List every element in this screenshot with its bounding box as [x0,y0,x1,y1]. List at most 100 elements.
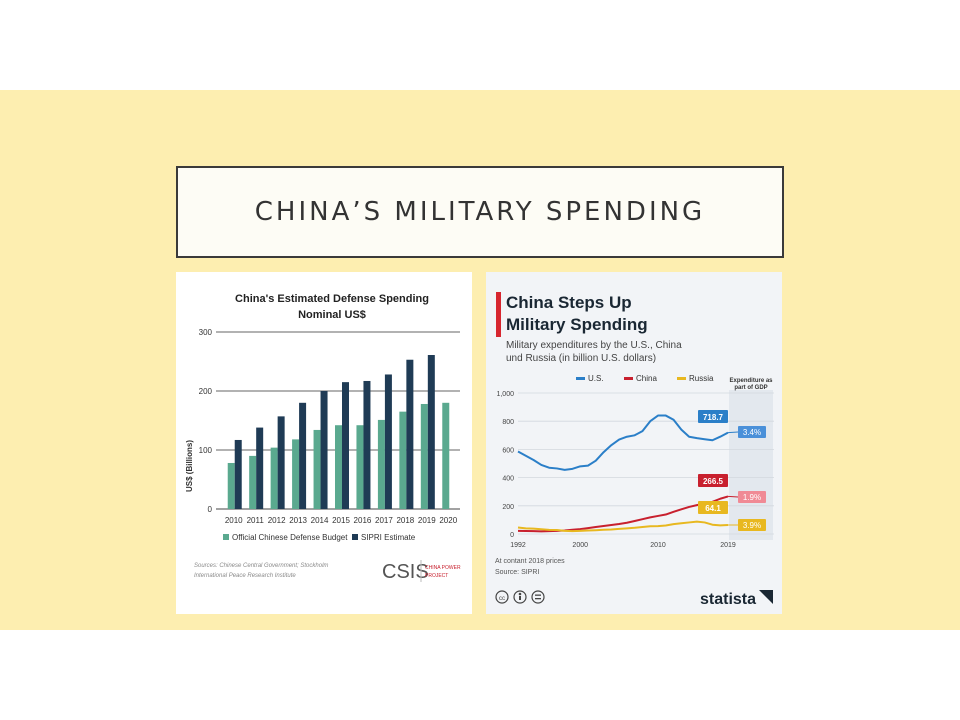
attribution-icon [513,590,527,604]
csis-y-tick-label: 200 [199,387,213,396]
end-value-label: 64.1 [705,504,721,513]
csis-x-tick-label: 2020 [439,516,457,525]
legend-label: Russia [689,374,714,383]
noderivs-icon-line1 [535,594,541,596]
end-value-label: 718.7 [703,413,724,422]
legend-swatch-official [223,534,229,540]
gdp-header-line1: Expenditure as [729,378,773,384]
official-budget-bar [249,455,257,509]
end-value-badge [698,410,728,423]
gdp-header-line2: part of GDP [734,385,767,391]
csis-x-tick-label: 2012 [268,516,286,525]
statista-logo-icon [759,590,773,604]
legend-label: U.S. [588,374,604,383]
gdp-connector [727,431,739,434]
csis-y-axis-label: US$ (Billions) [185,440,194,492]
statista-y-tick-label: 800 [502,419,514,426]
legend-swatch-us [576,377,585,380]
csis-x-tick-label: 2010 [225,516,243,525]
csis-x-tick-label: 2013 [289,516,307,525]
end-value-badge [698,474,728,487]
title-accent-bar [496,292,501,337]
csis-x-tick-label: 2014 [311,516,329,525]
gdp-value-label: 3.9% [743,521,761,530]
csis-logo-sub-2: PROJECT [425,573,448,579]
sipri-estimate-bar [342,382,349,509]
official-budget-bar [420,403,428,509]
csis-source-line2: International Peace Research Institute [194,573,296,579]
noderivs-icon-line2 [535,598,541,600]
csis-x-tick-label: 2019 [418,516,436,525]
sipri-estimate-bar [256,427,264,509]
statista-title-line2: Military Spending [506,315,648,334]
csis-y-tick-label: 0 [208,505,213,514]
sipri-estimate-bar [234,439,242,509]
csis-y-tick-label: 100 [199,446,213,455]
series-line-russia [517,520,729,533]
gdp-value-label: 1.9% [743,493,761,502]
statista-y-tick-label: 1,000 [496,391,514,398]
official-budget-bar [270,447,278,509]
official-budget-bar [313,429,321,509]
csis-x-tick-label: 2016 [354,516,372,525]
csis-x-tick-label: 2017 [375,516,393,525]
official-budget-bar [292,439,300,509]
csis-source-line1: Sources: Chinese Central Government; Sto… [194,563,328,569]
attribution-icon-head [518,592,522,596]
slide-title: CHINA’S MILITARY SPENDING [254,197,706,227]
csis-x-tick-label: 2015 [332,516,350,525]
statista-y-tick-label: 0 [510,532,514,539]
legend-label-sipri: SIPRI Estimate [361,533,416,542]
statista-brand: statista [700,591,756,608]
statista-y-tick-label: 600 [502,447,514,454]
slide-title-box: CHINA’S MILITARY SPENDING [176,166,784,258]
csis-x-tick-label: 2018 [396,516,414,525]
attribution-icon-body [519,596,521,600]
csis-logo: CSIS [382,561,429,583]
statista-line-chart: China Steps Up Military Spending Militar… [495,292,774,608]
legend-swatch-sipri [352,534,358,540]
csis-logo-sub-1: CHINA POWER [425,565,461,571]
sipri-estimate-bar [384,374,392,509]
end-value-badge [698,501,728,514]
official-budget-bar [356,425,364,509]
statista-title-line1: China Steps Up [506,293,632,312]
gdp-column-background [729,390,773,540]
gdp-badge [738,491,766,503]
legend-swatch-russia [677,377,686,380]
statista-x-tick-label: 1992 [510,542,526,549]
legend-label-official: Official Chinese Defense Budget [232,533,348,542]
statista-subtitle-line1: Military expenditures by the U.S., China [506,340,682,351]
series-line-us [517,414,729,471]
cc-icon [495,590,509,604]
statista-x-tick-label: 2019 [720,542,736,549]
legend-swatch-china [624,377,633,380]
statista-chart-panel: China Steps Up Military Spending Militar… [486,272,782,614]
statista-y-tick-label: 400 [502,476,514,483]
official-budget-bar [399,411,407,509]
official-budget-bar [227,462,235,509]
cc-license-icons: cc [495,590,545,604]
sipri-estimate-bar [406,359,414,509]
cc-icon-glyph: cc [499,596,505,602]
legend-label: China [636,374,657,383]
sipri-estimate-bar [277,416,285,509]
csis-y-tick-label: 300 [199,328,213,337]
csis-x-tick-label: 2011 [247,516,265,525]
official-budget-bar [442,402,450,509]
statista-x-tick-label: 2010 [650,542,666,549]
sipri-estimate-bar [363,380,371,509]
gdp-connector [727,495,739,498]
csis-chart-title: China's Estimated Defense Spending [235,293,429,305]
sipri-estimate-bar [299,402,307,509]
csis-bar-chart: China's Estimated Defense Spending Nomin… [185,293,461,583]
statista-legend: U.S. China Russia [576,374,714,383]
statista-note-prices: At contant 2018 prices [495,558,565,565]
gdp-badge [738,519,766,531]
sipri-estimate-bar [427,355,435,509]
end-value-label: 266.5 [703,477,724,486]
statista-note-source: Source: SIPRI [495,569,539,576]
official-budget-bar [335,425,342,509]
statista-subtitle-line2: und Russia (in billion U.S. dollars) [506,353,656,364]
statista-y-tick-label: 200 [502,504,514,511]
